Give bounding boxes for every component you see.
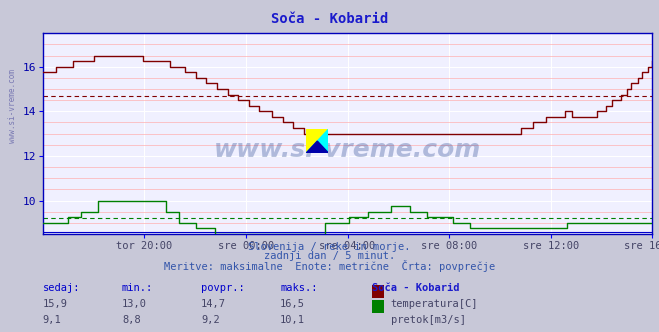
Text: zadnji dan / 5 minut.: zadnji dan / 5 minut.	[264, 251, 395, 261]
Text: Meritve: maksimalne  Enote: metrične  Črta: povprečje: Meritve: maksimalne Enote: metrične Črta…	[164, 260, 495, 272]
Text: 9,2: 9,2	[201, 315, 219, 325]
Text: povpr.:: povpr.:	[201, 283, 244, 293]
Text: 9,1: 9,1	[43, 315, 61, 325]
Text: 8,8: 8,8	[122, 315, 140, 325]
Text: maks.:: maks.:	[280, 283, 318, 293]
Text: Soča - Kobarid: Soča - Kobarid	[372, 283, 460, 293]
Text: 15,9: 15,9	[43, 299, 68, 309]
Text: www.si-vreme.com: www.si-vreme.com	[8, 69, 17, 143]
Text: min.:: min.:	[122, 283, 153, 293]
Text: pretok[m3/s]: pretok[m3/s]	[391, 315, 466, 325]
Text: 13,0: 13,0	[122, 299, 147, 309]
Text: 16,5: 16,5	[280, 299, 305, 309]
Polygon shape	[306, 129, 328, 153]
Text: www.si-vreme.com: www.si-vreme.com	[214, 138, 481, 162]
Text: Slovenija / reke in morje.: Slovenija / reke in morje.	[248, 242, 411, 252]
Text: temperatura[C]: temperatura[C]	[391, 299, 478, 309]
Text: Soča - Kobarid: Soča - Kobarid	[271, 12, 388, 26]
Polygon shape	[306, 141, 328, 153]
Text: 14,7: 14,7	[201, 299, 226, 309]
Polygon shape	[306, 129, 328, 153]
Text: 10,1: 10,1	[280, 315, 305, 325]
Text: sedaj:: sedaj:	[43, 283, 80, 293]
